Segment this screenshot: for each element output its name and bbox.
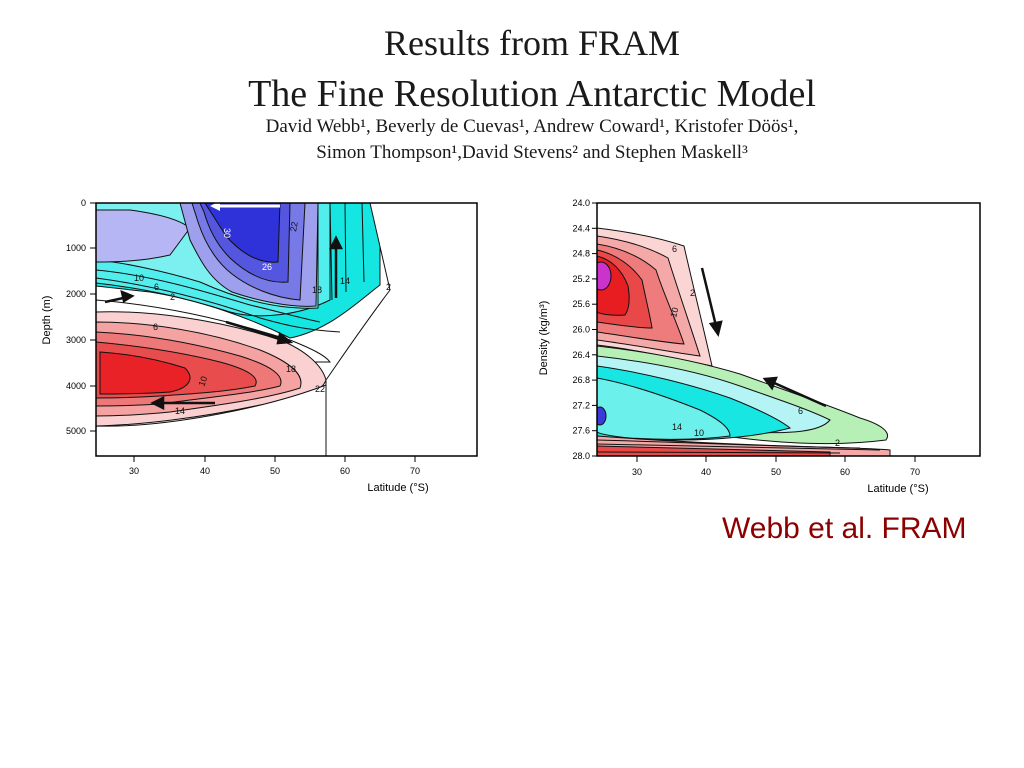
contour-label: 14 bbox=[175, 406, 185, 416]
circulation-arrows-right bbox=[700, 267, 827, 408]
y-tick-label: 2000 bbox=[66, 289, 86, 299]
contour-label: 6 bbox=[672, 244, 677, 254]
contour-labels-right: 10 6 2 2 6 14 10 bbox=[668, 244, 840, 448]
y-tick-label: 3000 bbox=[66, 335, 86, 345]
x-tick-labels-left: 30 40 50 60 70 bbox=[129, 466, 420, 476]
x-tick-label: 60 bbox=[840, 467, 850, 477]
title-line-1: Results from FRAM bbox=[383, 23, 681, 63]
y-tick-label: 1000 bbox=[66, 243, 86, 253]
contour-label: 22 bbox=[288, 221, 300, 233]
y-axis-ticks-right bbox=[592, 202, 597, 457]
y-axis-ticks-left bbox=[90, 202, 96, 432]
contour-label: 10 bbox=[134, 273, 144, 283]
x-tick-label: 30 bbox=[632, 467, 642, 477]
y-tick-label: 4000 bbox=[66, 381, 86, 391]
contour-labels-left: 30 26 22 18 14 10 6 2 2 6 10 14 18 22 bbox=[134, 221, 391, 416]
y-tick-label: 24.4 bbox=[572, 223, 590, 233]
y-tick-label: 0 bbox=[81, 198, 86, 208]
contour-label: 14 bbox=[340, 276, 350, 286]
y-tick-label: 24.8 bbox=[572, 249, 590, 259]
x-tick-label: 70 bbox=[410, 466, 420, 476]
x-tick-label: 40 bbox=[701, 467, 711, 477]
contour-label: 2 bbox=[835, 438, 840, 448]
y-tick-label: 28.0 bbox=[572, 451, 590, 461]
contour-label: 2 bbox=[170, 292, 175, 302]
y-tick-labels-right: 24.0 24.4 24.8 25.2 25.6 26.0 26.4 26.8 27.2 27.6… bbox=[572, 198, 590, 461]
depth-contour-fill bbox=[96, 203, 477, 456]
y-tick-label: 27.6 bbox=[572, 426, 590, 436]
x-tick-label: 60 bbox=[340, 466, 350, 476]
contour-label: 26 bbox=[262, 262, 272, 272]
x-axis-label-right: Latitude (°S) bbox=[867, 483, 928, 495]
contour-label: 14 bbox=[672, 422, 682, 432]
y-tick-label: 26.8 bbox=[572, 375, 590, 385]
contour-label: 22 bbox=[315, 384, 325, 394]
y-tick-labels-left: 0 1000 2000 3000 4000 5000 bbox=[66, 198, 86, 436]
x-tick-label: 70 bbox=[910, 467, 920, 477]
contour-label: 10 bbox=[694, 428, 704, 438]
authors-line-2: Simon Thompson¹,David Stevens² and Steph… bbox=[316, 142, 748, 163]
contour-label: 30 bbox=[222, 228, 232, 238]
y-axis-label-right: Density (kg/m³) bbox=[538, 301, 550, 376]
y-tick-label: 26.0 bbox=[572, 325, 590, 335]
y-tick-label: 25.2 bbox=[572, 274, 590, 284]
contour-label: 10 bbox=[668, 306, 680, 318]
x-axis-ticks-right bbox=[636, 456, 916, 462]
contour-label: 6 bbox=[154, 282, 159, 292]
y-tick-label: 24.0 bbox=[572, 198, 590, 208]
y-tick-label: 27.2 bbox=[572, 400, 590, 410]
contour-label: 18 bbox=[286, 364, 296, 374]
circulation-arrows bbox=[104, 201, 344, 411]
credit-caption: Webb et al. FRAM bbox=[722, 512, 967, 545]
contour-label: 10 bbox=[196, 375, 209, 388]
y-axis-label-left: Depth (m) bbox=[41, 296, 53, 345]
y-tick-label: 5000 bbox=[66, 426, 86, 436]
contour-label: 2 bbox=[386, 282, 391, 292]
contour-label: 6 bbox=[798, 406, 803, 416]
x-tick-label: 40 bbox=[200, 466, 210, 476]
contour-label: 18 bbox=[312, 285, 322, 295]
x-axis-label-left: Latitude (°S) bbox=[367, 482, 428, 494]
x-tick-label: 50 bbox=[270, 466, 280, 476]
y-tick-label: 26.4 bbox=[572, 350, 590, 360]
authors-line-1: David Webb¹, Beverly de Cuevas¹, Andrew … bbox=[265, 116, 799, 137]
x-tick-label: 50 bbox=[771, 467, 781, 477]
contour-label: 6 bbox=[153, 322, 158, 332]
y-tick-label: 25.6 bbox=[572, 299, 590, 309]
x-tick-label: 30 bbox=[129, 466, 139, 476]
density-contour-fill bbox=[597, 227, 891, 456]
contour-label: 2 bbox=[690, 288, 695, 298]
x-tick-labels-right: 30 40 50 60 70 bbox=[632, 467, 920, 477]
x-axis-ticks-left bbox=[133, 456, 416, 462]
title-line-2: The Fine Resolution Antarctic Model bbox=[248, 73, 816, 115]
